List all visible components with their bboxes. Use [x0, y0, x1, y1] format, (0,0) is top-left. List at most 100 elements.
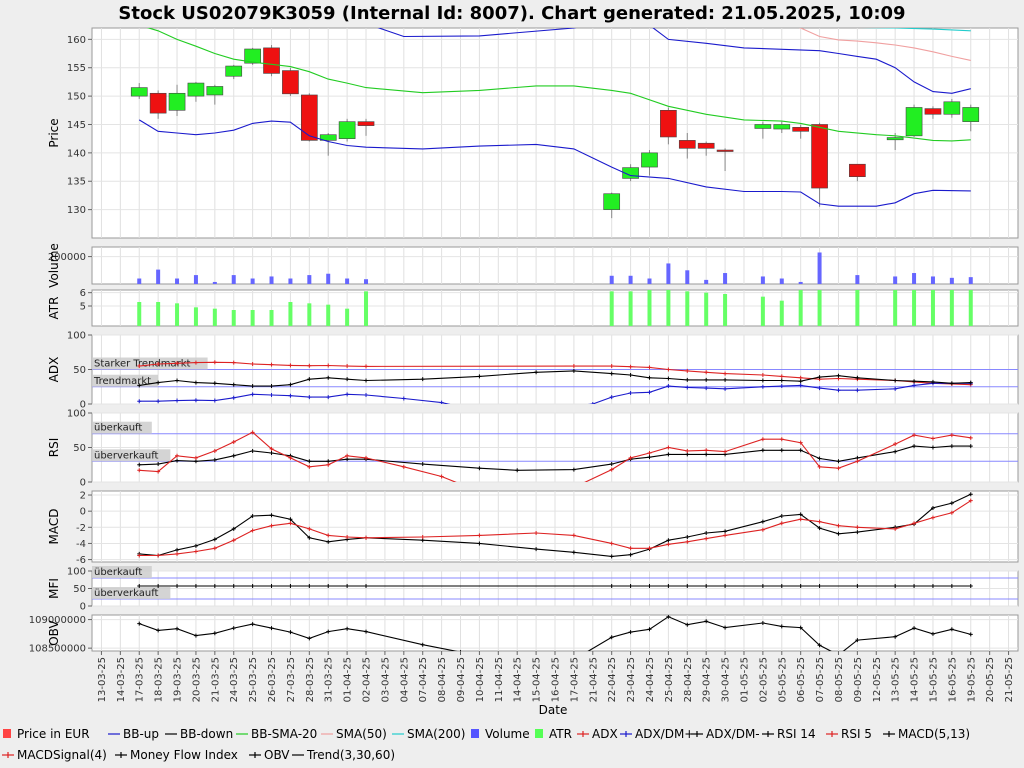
x-tick-label: 04-04-25: [399, 657, 410, 702]
series-point: [307, 584, 312, 589]
series-point: [231, 453, 236, 458]
series-point: [212, 584, 217, 589]
series-point: [930, 584, 935, 589]
atr-bar: [779, 300, 784, 326]
series-point: [307, 395, 312, 400]
series-point: [269, 384, 274, 389]
legend-label: ADX/DM+: [635, 727, 694, 741]
y-axis-label-macd: MACD: [47, 509, 61, 545]
series-point: [175, 458, 180, 463]
series-point: [250, 384, 255, 389]
series-point: [193, 455, 198, 460]
candle: [697, 142, 715, 149]
series-point: [760, 621, 765, 625]
y-tick-label: 0: [80, 602, 86, 613]
x-tick-label: 29-04-25: [702, 657, 713, 702]
series-point: [779, 374, 784, 379]
series-point: [156, 380, 161, 385]
series-point: [836, 388, 841, 393]
series-point: [760, 527, 765, 532]
series-point: [666, 367, 671, 372]
series-point: [893, 584, 898, 589]
series-point: [156, 462, 161, 467]
legend-item: MACDSignal(4): [2, 748, 107, 762]
x-tick-label: 17-04-25: [569, 657, 580, 702]
zone-label-bg: [92, 357, 208, 370]
series-point: [949, 510, 954, 515]
zone-label: überkauft: [94, 423, 142, 434]
series-point: [704, 377, 709, 382]
series-point: [760, 519, 765, 524]
series-point: [193, 543, 198, 548]
series-point: [968, 632, 973, 637]
series-point: [439, 400, 444, 404]
series-obv: [137, 615, 973, 651]
volume-bar: [193, 275, 198, 284]
legend-label: SMA(200): [407, 727, 465, 741]
series-point: [855, 638, 860, 643]
series-point: [288, 363, 293, 368]
series-point: [269, 626, 274, 631]
legend-item: Volume: [471, 727, 530, 741]
series-point: [534, 370, 539, 375]
legend-label: ADX/DM-: [706, 727, 760, 741]
grid-obv: [92, 615, 1018, 651]
x-tick-label: 24-04-25: [645, 657, 656, 702]
y-axis-label-mfi: MFI: [47, 578, 61, 599]
series-point: [345, 377, 350, 382]
series-point: [609, 554, 614, 559]
series-point: [307, 464, 312, 469]
series-point: [156, 628, 161, 633]
series-point: [212, 457, 217, 462]
series-point: [817, 519, 822, 524]
volume-bar: [628, 275, 633, 284]
series-point: [175, 626, 180, 631]
series-point: [779, 521, 784, 526]
volume-bar: [930, 276, 935, 284]
series-point: [193, 633, 198, 638]
series-point: [893, 634, 898, 639]
series-point: [704, 386, 709, 391]
x-tick-label: 13-03-25: [97, 657, 108, 702]
series-point: [459, 405, 463, 409]
series-point: [326, 395, 331, 400]
series-point: [798, 375, 803, 380]
series-macd-5-13-: [137, 492, 973, 559]
y-axis-label-obv: OBV: [47, 619, 61, 645]
series-point: [628, 373, 633, 378]
series-point: [288, 393, 293, 398]
x-tick-label: 24-03-25: [229, 657, 240, 702]
series-point: [628, 455, 633, 460]
candle: [943, 101, 961, 115]
legend-item: Price in EUR: [3, 727, 90, 741]
series-bb-up: [377, 28, 971, 94]
volume-bar: [666, 263, 671, 284]
x-tick-label: 15-04-25: [532, 657, 543, 702]
series-point: [326, 584, 331, 589]
series-point: [949, 501, 954, 506]
series-point: [968, 380, 973, 385]
legend-item: SMA(50): [321, 727, 387, 741]
series-point: [817, 526, 822, 531]
series-point: [968, 435, 973, 440]
series-point: [156, 399, 161, 404]
series-point: [723, 386, 728, 391]
y-axis-label-atr: ATR: [47, 297, 61, 320]
series-point: [269, 513, 274, 518]
series-point: [855, 584, 860, 589]
series-point: [345, 453, 350, 458]
series-point: [250, 584, 255, 589]
series-point: [912, 383, 917, 388]
x-tick-label: 07-05-25: [815, 657, 826, 702]
legend-item: RSI 14: [762, 727, 816, 741]
series-point: [609, 541, 614, 546]
legend-item: BB-up: [108, 727, 159, 741]
series-point: [798, 584, 803, 589]
x-tick-label: 07-04-25: [418, 657, 429, 702]
y-tick-label: -6: [76, 555, 86, 566]
series-point: [930, 379, 935, 384]
series-point: [193, 459, 198, 464]
series-point: [628, 630, 633, 635]
series-point: [836, 523, 841, 528]
x-tick-label: 16-04-25: [551, 657, 562, 702]
